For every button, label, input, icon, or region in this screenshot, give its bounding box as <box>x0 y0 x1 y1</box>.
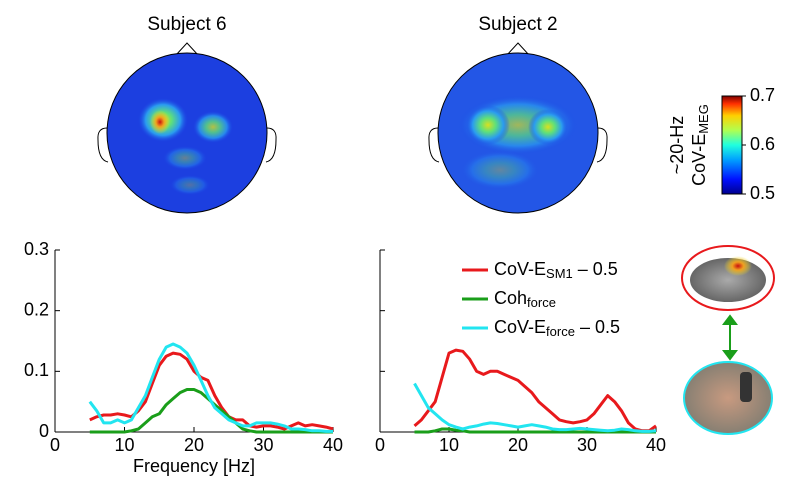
legend-label: CoV-ESM1 – 0.5 <box>494 259 618 282</box>
legend-label: CoV-Eforce – 0.5 <box>494 317 620 340</box>
topomap-left <box>97 42 277 214</box>
series-line <box>89 351 334 431</box>
label-suffix: – 0.5 <box>575 317 620 337</box>
x-tick-label: 20 <box>508 435 528 455</box>
colorbar-label-top: ~20-Hz <box>667 116 687 175</box>
x-axis-label: Frequency [Hz] <box>133 456 255 476</box>
x-tick-label: 40 <box>323 435 343 455</box>
x-tick-label: 20 <box>184 435 204 455</box>
chart-title: Subject 6 <box>147 14 226 35</box>
label-subscript: SM1 <box>546 266 573 281</box>
chart-title: Subject 2 <box>478 14 557 35</box>
colorbar-tick-label: 0.5 <box>750 183 775 203</box>
series-line <box>88 342 333 433</box>
x-tick-label: 10 <box>114 435 134 455</box>
label-text: Coh <box>494 288 527 308</box>
series-line <box>89 388 333 434</box>
series-line <box>413 348 657 433</box>
series-line <box>414 427 656 434</box>
legend-label: Cohforce <box>494 288 556 311</box>
label-text: CoV-E <box>494 317 546 337</box>
label-subscript: force <box>527 295 556 310</box>
hand-icon <box>683 361 773 435</box>
colorbar-tick-label: 0.6 <box>750 134 775 154</box>
topomap-right <box>428 42 608 214</box>
y-tick-label: 0.1 <box>24 360 49 380</box>
colorbar <box>721 95 743 195</box>
label-subscript: force <box>546 324 575 339</box>
y-tick-label: 0.3 <box>24 239 49 259</box>
x-tick-label: 40 <box>646 435 666 455</box>
series-line <box>413 382 657 433</box>
colorbar-label: CoV-EMEG <box>689 104 712 186</box>
y-tick-label: 0 <box>39 421 49 441</box>
x-tick-label: 30 <box>253 435 273 455</box>
x-tick-label: 0 <box>375 435 385 455</box>
y-tick-label: 0.2 <box>24 299 49 319</box>
brain-icon <box>681 245 775 311</box>
label-subscript: MEG <box>696 104 711 134</box>
label-suffix: – 0.5 <box>573 259 618 279</box>
label-text: CoV-E <box>689 134 709 186</box>
label-text: CoV-E <box>494 259 546 279</box>
x-tick-label: 0 <box>50 435 60 455</box>
x-tick-label: 30 <box>577 435 597 455</box>
link-arrow <box>722 314 738 361</box>
x-tick-label: 10 <box>439 435 459 455</box>
colorbar-tick-label: 0.7 <box>750 85 775 105</box>
